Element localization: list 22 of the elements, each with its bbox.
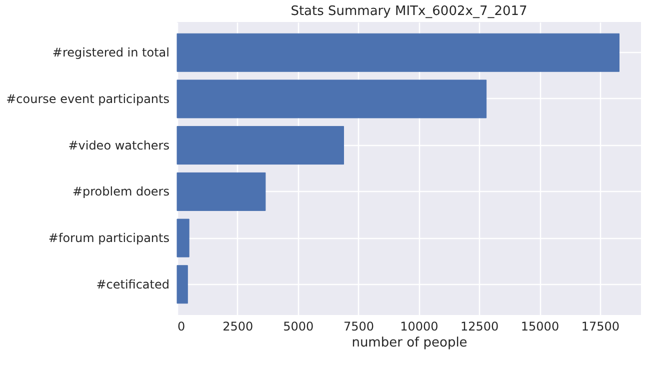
y-tick-label: #registered in total [52, 46, 170, 60]
bar [176, 80, 487, 118]
y-tick-label: #problem doers [72, 184, 170, 199]
bar [176, 126, 344, 165]
y-tick-label: #forum participants [48, 231, 170, 246]
x-tick-label: 12500 [460, 320, 499, 334]
bar [176, 172, 266, 211]
x-tick-label: 17500 [581, 320, 620, 334]
x-tick-label: 5000 [283, 320, 314, 334]
bar [176, 33, 620, 72]
y-tick-label: #cetificated [96, 277, 170, 292]
x-tick-label: 0 [178, 320, 186, 334]
x-axis-title: number of people [352, 336, 468, 350]
y-tick-label: #video watchers [68, 138, 170, 152]
bar [176, 218, 190, 258]
chart-title: Stats Summary MITx_6002x_7_2017 [290, 4, 528, 19]
x-tick-label: 7500 [343, 320, 374, 334]
x-tick-label: 10000 [400, 320, 438, 334]
x-tick-label: 15000 [520, 320, 560, 334]
y-tick-label: #course event participants [6, 92, 170, 106]
x-tick-label: 2500 [222, 320, 254, 334]
bar [176, 265, 188, 304]
